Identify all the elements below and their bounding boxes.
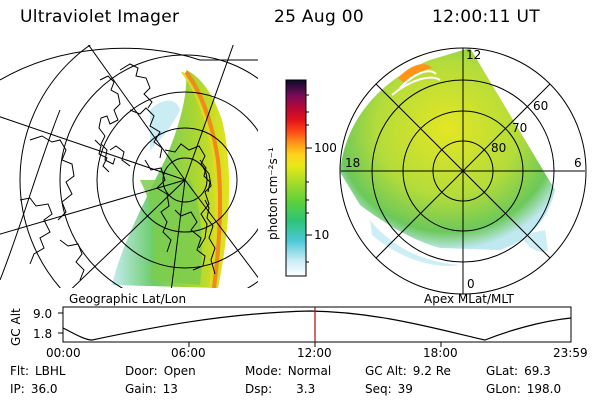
colorbar-tick-100: 100 xyxy=(314,141,337,155)
seq-key: Seq: xyxy=(365,382,392,396)
mlat-label-60: 60 xyxy=(533,99,548,113)
alt-ytick-9: 9.0 xyxy=(33,307,52,321)
mode-key: Mode: xyxy=(245,364,282,378)
mode-value: Normal xyxy=(287,364,332,378)
lat-lon-grid xyxy=(0,45,258,288)
mlt-label-6: 6 xyxy=(574,156,582,170)
mlat-mlt-grid xyxy=(339,47,587,295)
colorbar-tick-10: 10 xyxy=(314,228,329,242)
magnetic-polar-map xyxy=(340,48,555,266)
aurora-oval-right xyxy=(340,48,555,250)
mlt-label-18: 18 xyxy=(345,156,360,170)
mlt-label-12: 12 xyxy=(466,48,481,62)
footer-mode: Mode: Normal xyxy=(245,364,331,378)
glat-value: 69.3 xyxy=(524,364,551,378)
mlt-label-0: 0 xyxy=(467,277,475,291)
altitude-plot-frame xyxy=(62,306,572,343)
alt-xtick-1800: 18:00 xyxy=(423,346,458,360)
footer-gc-alt: GC Alt: 9.2 Re xyxy=(365,364,451,378)
seq-value: 39 xyxy=(397,382,413,396)
gain-value: 13 xyxy=(162,382,178,396)
dsp-value: 3.3 xyxy=(296,382,316,396)
coastlines xyxy=(19,63,216,281)
mlat-label-70: 70 xyxy=(512,121,527,135)
ip-key: IP: xyxy=(10,382,25,396)
footer-ip: IP: 36.0 xyxy=(10,382,58,396)
aurora-peak-arc xyxy=(184,70,223,288)
altitude-curve xyxy=(62,310,572,341)
left-map-label: Geographic Lat/Lon xyxy=(69,292,186,306)
alt-ytick-1-8: 1.8 xyxy=(33,327,52,341)
dsp-key: Dsp: xyxy=(245,382,273,396)
glat-key: GLat: xyxy=(486,364,519,378)
footer-door: Door: Open xyxy=(125,364,196,378)
color-bar-ticks xyxy=(306,94,312,263)
colorbar-unit-label: photon cm⁻²s⁻¹ xyxy=(266,147,280,240)
footer-flt: Flt: LBHL xyxy=(10,364,66,378)
alt-xtick-1200: 12:00 xyxy=(297,346,332,360)
door-value: Open xyxy=(163,364,196,378)
alt-xtick-0000: 00:00 xyxy=(46,346,81,360)
alt-ylabel: GC Alt xyxy=(9,308,23,346)
ip-value: 36.0 xyxy=(30,382,58,396)
door-key: Door: xyxy=(125,364,158,378)
footer-dsp: Dsp: 3.3 xyxy=(245,382,315,396)
glon-key: GLon: xyxy=(486,382,521,396)
gain-key: Gain: xyxy=(125,382,157,396)
gc-alt-value: 9.2 Re xyxy=(412,364,451,378)
instrument-title: Ultraviolet Imager xyxy=(20,7,180,27)
time-label: 12:00:11 UT xyxy=(432,7,540,27)
geographic-map xyxy=(0,45,258,288)
gc-alt-key: GC Alt: xyxy=(365,364,407,378)
footer-glat: GLat: 69.3 xyxy=(486,364,551,378)
color-bar xyxy=(285,79,307,277)
footer-glon: GLon: 198.0 xyxy=(486,382,561,396)
footer-seq: Seq: 39 xyxy=(365,382,413,396)
flt-key: Flt: xyxy=(10,364,29,378)
alt-xtick-2359: 23:59 xyxy=(553,346,588,360)
mlat-label-80: 80 xyxy=(491,141,506,155)
footer-gain: Gain: 13 xyxy=(125,382,178,396)
flt-value: LBHL xyxy=(34,364,66,378)
alt-xtick-0600: 06:00 xyxy=(171,346,206,360)
alt-plot-ticks xyxy=(58,312,442,347)
date-label: 25 Aug 00 xyxy=(274,7,364,27)
glon-value: 198.0 xyxy=(526,382,562,396)
right-map-label: Apex MLat/MLT xyxy=(424,292,514,306)
